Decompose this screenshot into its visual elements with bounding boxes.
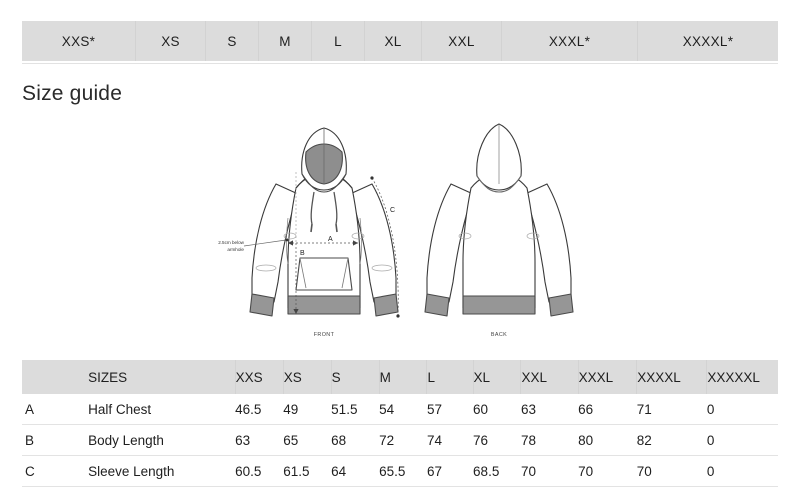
- cell-a-xs: 49: [283, 401, 299, 417]
- cell-a-xl: 60: [473, 401, 489, 417]
- cell-c-xs: 61.5: [283, 463, 310, 479]
- cell-b-xl: 76: [473, 432, 489, 448]
- garment-illustration: 2.5cm below armhole A B C FRONT BACK: [200, 112, 620, 347]
- size-option-xl[interactable]: XL: [365, 21, 422, 61]
- size-option-xxxl[interactable]: XXXL*: [502, 21, 638, 61]
- row-key-a: A: [25, 401, 35, 417]
- cell-a-xxxl: 66: [578, 401, 594, 417]
- measure-marker-a: A: [328, 236, 333, 243]
- cell-a-xxl: 63: [520, 401, 536, 417]
- table-body: A Half Chest 46.5 49 51.5 54 57 60 63 66 71 0 B Body …: [22, 394, 778, 487]
- cell-c-xxxl: 70: [578, 463, 594, 479]
- row-label: Sleeve Length: [88, 463, 175, 479]
- table-col-header-s: S: [331, 360, 380, 394]
- cell-a-xxs: 46.5: [235, 401, 262, 417]
- cell-b-l: 74: [426, 432, 442, 448]
- cell-b-xxl: 78: [520, 432, 536, 448]
- armhole-annotation-line2: armhole: [227, 247, 244, 252]
- table-col-header-xxs: XXS: [235, 360, 284, 394]
- cell-c-s: 64: [331, 463, 347, 479]
- size-option-s[interactable]: S: [206, 21, 259, 61]
- size-selector-bar: XXS* XS S M L XL XXL XXXL* XXXXL*: [22, 21, 778, 61]
- cell-a-xxxxl: 71: [636, 401, 652, 417]
- row-key-c: C: [25, 463, 35, 479]
- table-row: C Sleeve Length 60.5 61.5 64 65.5 67 68.5 70 70 70…: [22, 456, 778, 487]
- size-option-xxl[interactable]: XXL: [422, 21, 502, 61]
- armhole-annotation-line1: 2.5cm below: [218, 240, 244, 245]
- cell-a-m: 54: [379, 401, 395, 417]
- size-option-xxxxl[interactable]: XXXXL*: [682, 33, 734, 49]
- table-col-header-xxl: XXL: [520, 360, 579, 394]
- table-col-header-xxxxxl: XXXXXL: [706, 360, 778, 394]
- back-view-label: BACK: [491, 332, 507, 338]
- size-option-l[interactable]: L: [312, 21, 365, 61]
- table-col-key: [22, 360, 56, 394]
- cell-a-s: 51.5: [331, 401, 358, 417]
- table-row: B Body Length 63 65 68 72 74 76 78 80 82 0: [22, 425, 778, 456]
- row-key-b: B: [25, 432, 35, 448]
- table-col-header-l: L: [426, 360, 474, 394]
- cell-a-l: 57: [426, 401, 442, 417]
- cell-c-l: 67: [426, 463, 442, 479]
- cell-c-m: 65.5: [379, 463, 406, 479]
- cell-b-xxxl: 80: [578, 432, 594, 448]
- table-col-header-xs: XS: [283, 360, 332, 394]
- row-label: Body Length: [88, 432, 164, 448]
- cell-c-xl: 68.5: [473, 463, 500, 479]
- cell-b-xxxxl: 82: [636, 432, 652, 448]
- cell-b-xxs: 63: [235, 432, 251, 448]
- cell-a-xxxxxl: 0: [706, 401, 715, 417]
- table-col-sizes-header: SIZES: [55, 360, 236, 394]
- table-col-header-xxxxl: XXXXL: [636, 360, 708, 394]
- table-header: SIZES XXS XS S M L XL XXL XXXL XXXXL XXXXXL: [22, 360, 778, 394]
- cell-c-xxs: 60.5: [235, 463, 262, 479]
- table-row: A Half Chest 46.5 49 51.5 54 57 60 63 66 71 0: [22, 394, 778, 425]
- front-view-label: FRONT: [314, 332, 335, 338]
- cell-b-xs: 65: [283, 432, 299, 448]
- measure-marker-c: C: [390, 207, 395, 214]
- table-col-header-xl: XL: [473, 360, 522, 394]
- size-option-m[interactable]: M: [259, 21, 312, 61]
- measure-marker-b: B: [300, 250, 305, 257]
- table-header-row: SIZES XXS XS S M L XL XXL XXXL XXXXL XXXXXL: [22, 360, 778, 394]
- page-title: Size guide: [22, 82, 123, 105]
- cell-c-xxxxxl: 0: [706, 463, 715, 479]
- size-option-xxs[interactable]: XXS*: [22, 21, 136, 61]
- size-option-xs[interactable]: XS: [136, 21, 206, 61]
- cell-c-xxxxl: 70: [636, 463, 652, 479]
- cell-b-xxxxxl: 0: [706, 432, 715, 448]
- cell-b-s: 68: [331, 432, 347, 448]
- size-measurement-table: SIZES XXS XS S M L XL XXL XXXL XXXXL XXXXXL A Half …: [22, 360, 778, 487]
- cell-b-m: 72: [379, 432, 395, 448]
- cell-c-xxl: 70: [520, 463, 536, 479]
- table-col-header-xxxl: XXXL: [578, 360, 638, 394]
- size-selector-underline: [22, 63, 778, 64]
- table-col-header-m: M: [379, 360, 428, 394]
- row-label: Half Chest: [88, 401, 152, 417]
